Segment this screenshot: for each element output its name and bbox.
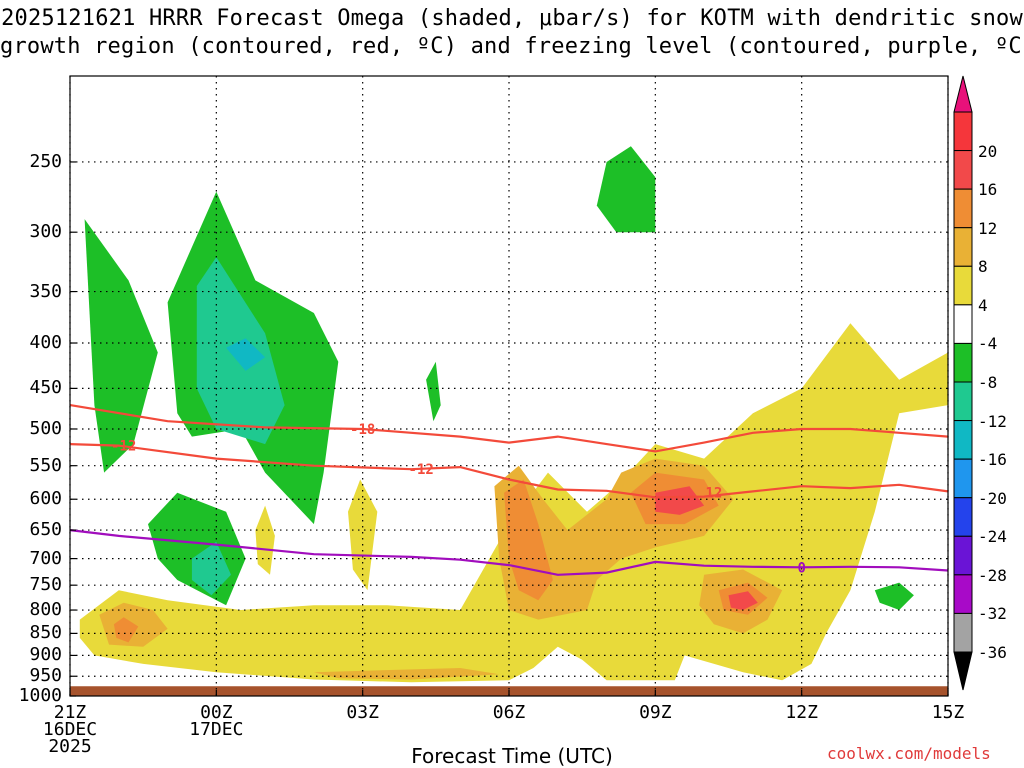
colorbar-label: 12 <box>978 218 998 238</box>
colorbar-label: -32 <box>978 604 1007 624</box>
x-tick-label: 09Z <box>615 702 695 723</box>
omega-region <box>504 479 553 601</box>
colorbar-box <box>953 420 973 460</box>
y-tick-label: 850 <box>29 622 62 644</box>
x-tick-label: 21Z 16DEC 2025 <box>30 702 110 757</box>
y-tick-label: 750 <box>29 574 62 596</box>
omega-region <box>255 505 275 575</box>
y-tick-label: 500 <box>29 417 62 439</box>
contour-label: -12 <box>409 462 434 478</box>
colorbar-box <box>953 381 973 422</box>
x-tick-label-line: 03Z <box>346 702 379 723</box>
credit-link[interactable]: coolwx.com/models <box>827 744 991 763</box>
colorbar-bottom-triangle <box>953 651 973 691</box>
colorbar-box <box>953 111 973 152</box>
y-tick-label: 350 <box>29 280 62 302</box>
x-axis-title: Forecast Time (UTC) <box>411 744 613 768</box>
x-tick-label-line: 15Z <box>931 702 965 723</box>
chart-title-line-2: growth region (contoured, red, ºC) and f… <box>0 34 1024 59</box>
colorbar-box <box>953 535 973 576</box>
y-tick-label: 900 <box>29 644 62 666</box>
x-tick-label: 06Z <box>469 702 549 723</box>
y-tick-label: 400 <box>29 332 62 354</box>
x-tick-label-line: 09Z <box>639 702 672 723</box>
colorbar-label: 8 <box>978 257 988 277</box>
x-tick-label-line: 2025 <box>48 736 92 757</box>
colorbar-label: -12 <box>978 411 1007 431</box>
y-tick-label: 550 <box>29 454 62 476</box>
y-tick-label: 800 <box>29 599 62 621</box>
omega-region <box>348 479 378 591</box>
colorbar-box <box>953 342 973 383</box>
y-tick-label: 600 <box>29 488 62 510</box>
contour-label: -18 <box>350 422 375 438</box>
y-tick-label: 1000 <box>18 685 62 706</box>
colorbar-box <box>953 497 973 537</box>
y-tick-label: 250 <box>29 150 62 172</box>
contour-label: 0 <box>797 560 805 576</box>
omega-region <box>113 617 139 643</box>
omega-region <box>655 486 705 515</box>
omega-region <box>728 591 758 610</box>
contour-label: -12 <box>111 439 136 455</box>
omega-region <box>84 219 158 473</box>
x-tick-label-line: 00Z <box>200 702 233 723</box>
x-tick-label-line: 17DEC <box>189 719 244 740</box>
colorbar-label: -24 <box>978 527 1007 547</box>
colorbar-label: -28 <box>978 565 1007 585</box>
x-tick-label: 12Z <box>762 702 842 723</box>
colorbar-label: -8 <box>978 373 998 392</box>
x-tick-label-line: 06Z <box>492 702 526 723</box>
chart-title-line-1: 2025121621 HRRR Forecast Omega (shaded, … <box>1 6 1023 31</box>
x-tick-label: 00Z 17DEC <box>176 702 256 740</box>
omega-region <box>874 582 914 610</box>
contour-line <box>69 529 949 576</box>
contour-label: 12 <box>705 486 722 502</box>
contour-line <box>69 404 949 453</box>
contour-line <box>69 443 949 499</box>
colorbar-box <box>953 188 973 229</box>
omega-region <box>226 338 266 371</box>
colorbar-box <box>953 227 973 267</box>
y-tick-label: 950 <box>29 665 62 687</box>
x-tick-label-line: 12Z <box>785 702 818 723</box>
omega-region <box>313 668 500 680</box>
colorbar-box <box>953 265 973 306</box>
colorbar-box <box>953 304 973 344</box>
omega-region <box>191 541 231 596</box>
colorbar-label: 20 <box>978 141 998 161</box>
colorbar-label: 16 <box>978 180 998 200</box>
colorbar-label: -16 <box>978 450 1007 470</box>
colorbar-label: -20 <box>978 488 1007 508</box>
y-tick-label: 300 <box>29 221 62 243</box>
colorbar-box <box>953 612 973 653</box>
omega-region <box>596 146 656 233</box>
omega-region <box>426 361 441 422</box>
colorbar-box <box>953 150 973 190</box>
x-tick-label: 03Z <box>323 702 403 723</box>
y-tick-label: 450 <box>29 377 62 399</box>
colorbar-label: -36 <box>978 643 1007 662</box>
y-tick-label: 700 <box>29 547 62 569</box>
x-tick-label-line: 21Z <box>53 702 87 723</box>
colorbar-label: 4 <box>978 295 988 315</box>
x-tick-label: 15Z <box>908 702 988 723</box>
colorbar-box <box>953 458 973 499</box>
y-tick-label: 650 <box>29 519 62 541</box>
colorbar-label: -4 <box>978 334 998 354</box>
colorbar-box <box>953 574 973 614</box>
colorbar-top-triangle <box>953 75 973 113</box>
x-tick-label-line: 16DEC <box>42 719 98 740</box>
